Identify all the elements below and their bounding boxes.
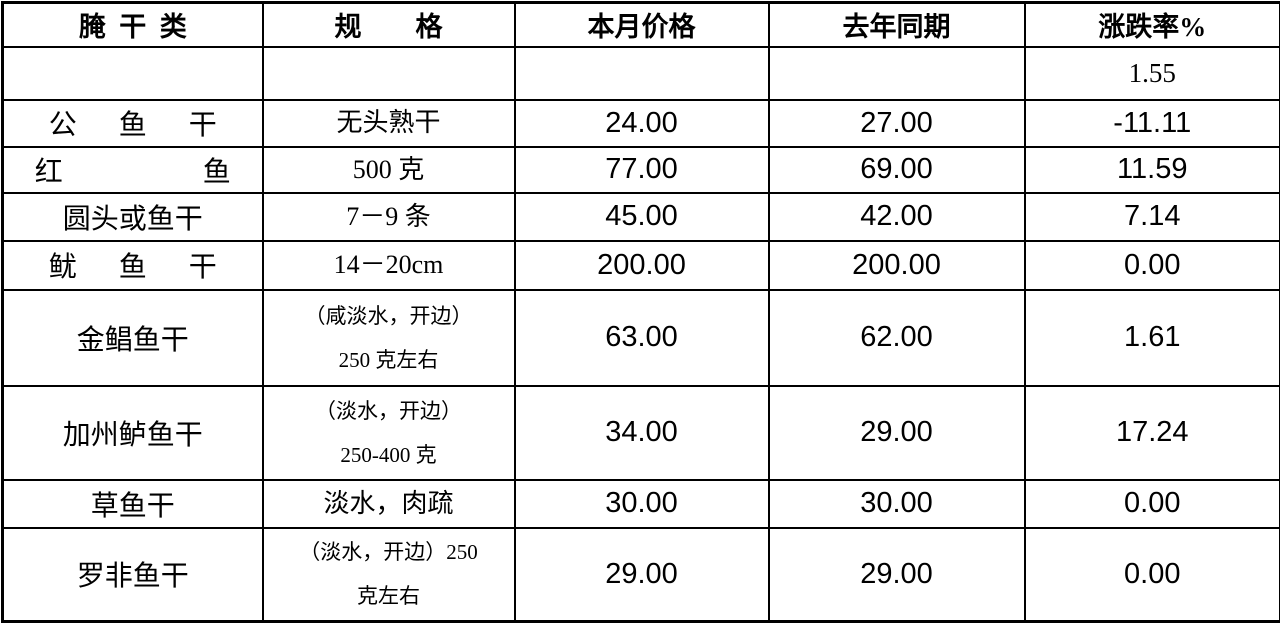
table-row: 加州鲈鱼干 （淡水，开边） 250-400 克 34.00 29.00 17.2… bbox=[1, 384, 1280, 481]
current-price-cell: 45.00 bbox=[513, 191, 770, 242]
spec-line-1: （咸淡水，开边） bbox=[304, 303, 473, 328]
current-price-cell: 77.00 bbox=[513, 145, 770, 194]
last-year-price-cell: 69.00 bbox=[767, 145, 1026, 194]
spec-cell: （淡水，开边）250 克左右 bbox=[261, 526, 516, 623]
category-cell: 加州鲈鱼干 bbox=[1, 384, 264, 481]
last-year-price-cell: 62.00 bbox=[767, 288, 1026, 387]
change-rate-cell: -11.11 bbox=[1023, 98, 1280, 148]
category-cell bbox=[1, 45, 264, 101]
change-rate-cell: 7.14 bbox=[1023, 191, 1280, 242]
current-price-cell: 29.00 bbox=[513, 526, 770, 623]
spec-line-2: 克左右 bbox=[357, 584, 420, 609]
current-price-cell: 24.00 bbox=[513, 98, 770, 148]
last-year-price-cell: 29.00 bbox=[767, 526, 1026, 623]
current-price-cell: 34.00 bbox=[513, 384, 770, 481]
last-year-price-cell: 29.00 bbox=[767, 384, 1026, 481]
category-cell: 罗非鱼干 bbox=[1, 526, 264, 623]
spec-line-2: 250-400 克 bbox=[340, 442, 437, 467]
spec-cell: 淡水，肉疏 bbox=[261, 478, 516, 529]
change-rate-cell: 17.24 bbox=[1023, 384, 1280, 481]
header-current-price: 本月价格 bbox=[513, 1, 770, 48]
change-rate-cell: 0.00 bbox=[1023, 239, 1280, 291]
category-cell: 草鱼干 bbox=[1, 478, 264, 529]
table-row: 草鱼干 淡水，肉疏 30.00 30.00 0.00 bbox=[1, 478, 1280, 529]
change-rate-cell: 0.00 bbox=[1023, 478, 1280, 529]
category-cell: 公 鱼 干 bbox=[1, 98, 264, 148]
current-price-cell: 30.00 bbox=[513, 478, 770, 529]
header-row: 腌 干 类 规 格 本月价格 去年同期 涨跌率% bbox=[1, 1, 1280, 48]
table-row: 圆头或鱼干 7－9 条 45.00 42.00 7.14 bbox=[1, 191, 1280, 242]
spec-line-1: （淡水，开边） bbox=[315, 398, 462, 423]
table-row: 红 鱼 500 克 77.00 69.00 11.59 bbox=[1, 145, 1280, 194]
header-change-rate: 涨跌率% bbox=[1023, 1, 1280, 48]
spec-line-2: 250 克左右 bbox=[338, 347, 439, 372]
table-row: 1.55 bbox=[1, 45, 1280, 101]
last-year-price-cell: 30.00 bbox=[767, 478, 1026, 529]
spec-cell: （淡水，开边） 250-400 克 bbox=[261, 384, 516, 481]
category-cell: 金鲳鱼干 bbox=[1, 288, 264, 387]
table-row: 金鲳鱼干 （咸淡水，开边） 250 克左右 63.00 62.00 1.61 bbox=[1, 288, 1280, 387]
category-cell: 圆头或鱼干 bbox=[1, 191, 264, 242]
table-row: 鱿 鱼 干 14－20cm 200.00 200.00 0.00 bbox=[1, 239, 1280, 291]
current-price-cell: 200.00 bbox=[513, 239, 770, 291]
last-year-price-cell bbox=[767, 45, 1026, 101]
last-year-price-cell: 42.00 bbox=[767, 191, 1026, 242]
change-rate-cell: 1.61 bbox=[1023, 288, 1280, 387]
spec-cell: 500 克 bbox=[261, 145, 516, 194]
current-price-cell: 63.00 bbox=[513, 288, 770, 387]
spec-cell bbox=[261, 45, 516, 101]
spec-cell: （咸淡水，开边） 250 克左右 bbox=[261, 288, 516, 387]
change-rate-cell: 11.59 bbox=[1023, 145, 1280, 194]
last-year-price-cell: 27.00 bbox=[767, 98, 1026, 148]
spec-cell: 7－9 条 bbox=[261, 191, 516, 242]
spec-cell: 无头熟干 bbox=[261, 98, 516, 148]
table-row: 公 鱼 干 无头熟干 24.00 27.00 -11.11 bbox=[1, 98, 1280, 148]
change-rate-cell: 1.55 bbox=[1023, 45, 1280, 101]
header-last-year: 去年同期 bbox=[767, 1, 1026, 48]
header-category: 腌 干 类 bbox=[1, 1, 264, 48]
change-rate-cell: 0.00 bbox=[1023, 526, 1280, 623]
header-spec: 规 格 bbox=[261, 1, 516, 48]
spec-line-1: （淡水，开边）250 bbox=[299, 540, 478, 565]
spec-cell: 14－20cm bbox=[261, 239, 516, 291]
category-cell: 鱿 鱼 干 bbox=[1, 239, 264, 291]
category-cell: 红 鱼 bbox=[1, 145, 264, 194]
current-price-cell bbox=[513, 45, 770, 101]
table-row: 罗非鱼干 （淡水，开边）250 克左右 29.00 29.00 0.00 bbox=[1, 526, 1280, 623]
last-year-price-cell: 200.00 bbox=[767, 239, 1026, 291]
